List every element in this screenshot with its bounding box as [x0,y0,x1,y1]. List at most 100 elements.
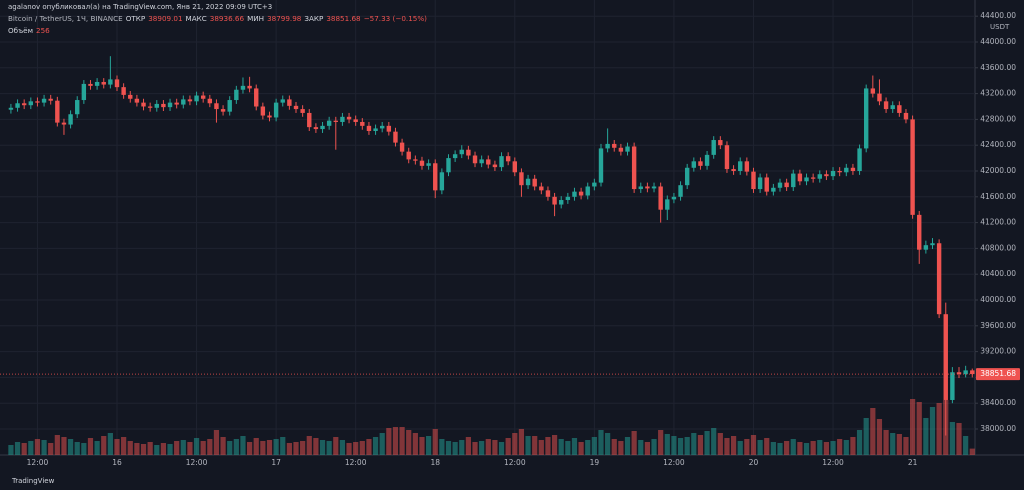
candle-body [492,164,498,168]
volume-bar [532,436,538,455]
candle-body [936,243,942,315]
candle-body [519,172,524,186]
volume-bar [240,436,246,455]
candle-body [645,186,650,189]
candle-body [651,186,657,189]
volume-bar [863,418,869,455]
candle-body [499,156,504,168]
candle-body [346,116,352,120]
volume-bar [339,440,346,455]
volume-bar [399,427,405,455]
volume-bar [439,439,445,455]
candle-body [658,186,663,210]
volume-bar [419,437,425,455]
candle-body [61,122,67,125]
volume-bar [711,428,717,455]
candle-body [618,147,624,152]
volume-bar [346,443,352,455]
volume-value: 256 [36,26,50,35]
volume-bar [54,435,60,455]
candle-body [161,103,166,108]
candle-body [55,100,60,123]
candle-body [307,112,312,128]
volume-bar [817,440,823,455]
candle-body [863,88,869,149]
legend-value: 38936.66 [209,14,245,23]
y-tick-label: 42400.00 [980,140,1016,149]
volume-bar [74,442,80,455]
volume-bar [518,429,525,455]
x-tick-label: 12:00 [504,458,526,467]
candle-body [552,196,557,205]
volume-bar [704,431,710,455]
candle-body [413,159,418,161]
candle-body [320,125,325,130]
candle-body [472,155,478,164]
candle-body [426,163,431,166]
candle-body [963,370,968,375]
legend-value: 38799.98 [267,14,302,23]
volume-bar [432,429,438,455]
x-tick-label: 19 [590,458,600,467]
volume-bar [266,440,273,455]
candle-body [559,200,564,205]
candle-body [386,125,392,132]
x-tick-label: 12:00 [27,458,49,467]
candle-body [220,109,226,112]
candle-body [837,170,842,173]
volume-bar [134,443,140,455]
volume-bar [426,436,432,455]
y-tick-label: 42800.00 [980,114,1016,123]
volume-bar [48,443,54,455]
legend-label: ОТКР [125,14,146,23]
volume-bar [757,440,763,455]
candle-body [784,182,789,188]
candle-body [539,186,544,191]
volume-bar [724,438,730,455]
candle-body [293,105,299,110]
volume-bar [306,436,312,455]
candle-body [207,98,213,104]
candle-body [366,125,372,132]
candle-body [910,119,915,215]
volume-bar [956,423,962,455]
volume-bar [280,437,286,455]
volume-bar [571,438,578,455]
volume-bar [359,441,365,455]
candle-body [406,151,411,160]
volume-bar [790,439,796,455]
volume-bar [286,443,292,455]
candle-body [254,88,259,107]
last-price-badge [976,368,1020,381]
candle-body [21,103,27,106]
candle-body [917,214,922,250]
volume-bar [472,442,478,455]
volume-bar [525,436,531,455]
candle-body [512,161,517,173]
candle-body [340,116,345,122]
candle-body [684,167,690,186]
candle-body [698,161,703,166]
candle-body [844,167,849,173]
candle-body [711,140,716,155]
candle-body [200,95,206,99]
candle-body [625,146,630,152]
grid [0,0,975,455]
volume-bar [658,430,664,455]
volume-bar [850,437,856,455]
candle-body [479,159,484,164]
volume-bar [154,445,160,455]
x-tick-label: 12:00 [822,458,844,467]
legend-label: ЗАКР [304,14,324,23]
y-tick-label: 40400.00 [980,269,1016,278]
volume-bar [67,439,74,455]
candle-body [108,79,113,85]
candle-body [75,100,80,115]
x-tick-label: 17 [271,458,281,467]
candle-body [313,127,319,130]
last-price-label: 38851.68 [980,369,1016,378]
candle-body [194,95,199,102]
volume-bar [784,441,790,455]
volume-bar [764,438,770,455]
